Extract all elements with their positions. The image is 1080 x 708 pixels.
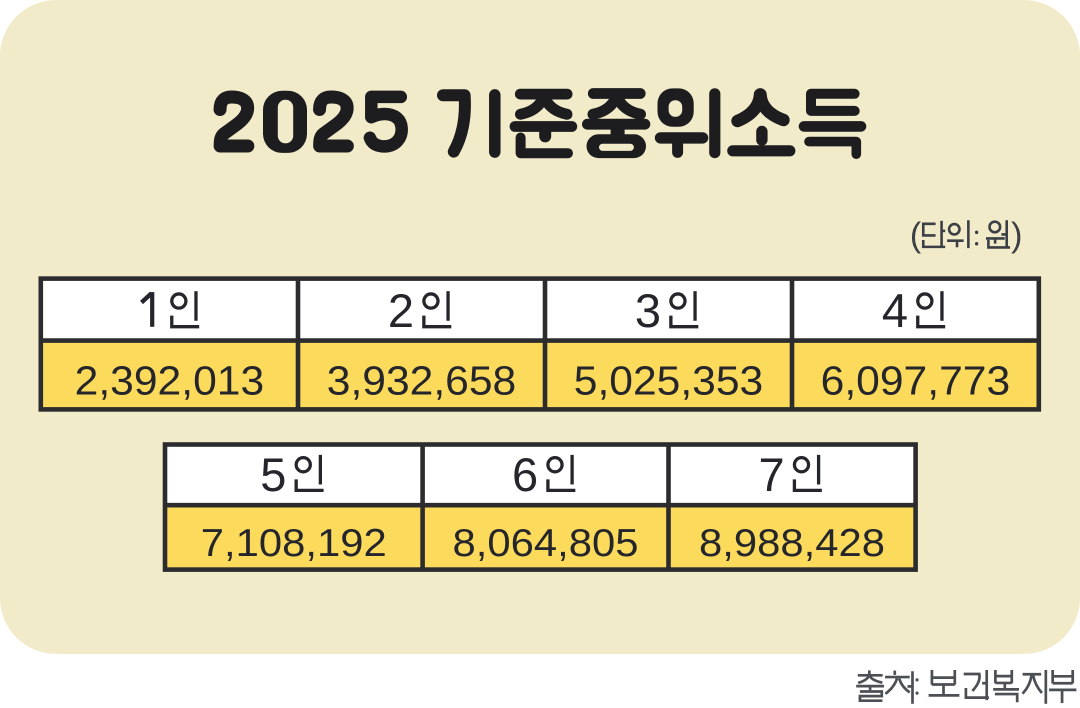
svg-text:2: 2: [388, 284, 414, 337]
svg-text:6,097,773: 6,097,773: [821, 357, 1011, 403]
svg-text:(: (: [910, 216, 922, 254]
svg-text:8,064,805: 8,064,805: [453, 522, 639, 565]
svg-text:7: 7: [758, 448, 784, 501]
svg-text:6: 6: [512, 448, 538, 501]
svg-text:5,025,353: 5,025,353: [574, 357, 764, 403]
svg-text:7,108,192: 7,108,192: [201, 522, 387, 565]
svg-text:5: 5: [260, 448, 286, 501]
svg-text:2,392,013: 2,392,013: [75, 357, 265, 403]
svg-text:): ): [1011, 216, 1022, 254]
svg-text:8,988,428: 8,988,428: [699, 522, 885, 565]
svg-text:3,932,658: 3,932,658: [327, 357, 517, 403]
svg-text:3: 3: [635, 284, 661, 337]
svg-text:4: 4: [882, 284, 908, 337]
